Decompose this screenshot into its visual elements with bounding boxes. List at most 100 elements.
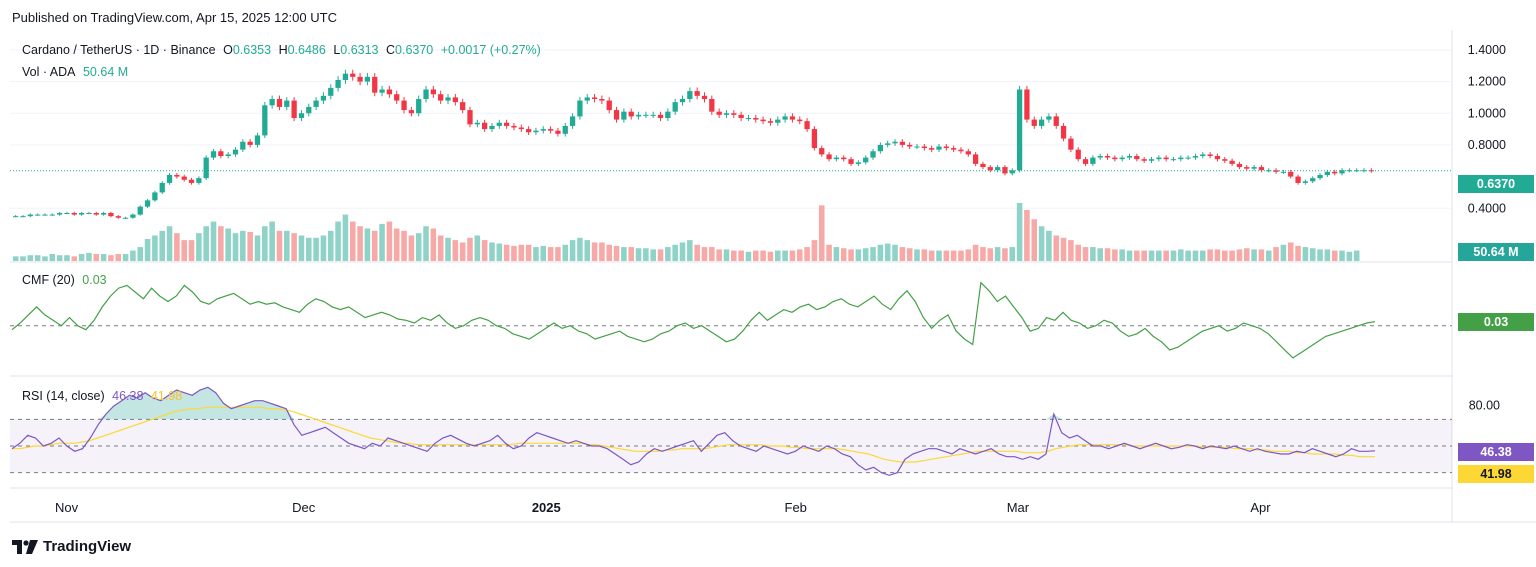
volume-bar [401, 230, 407, 261]
volume-bar [445, 237, 451, 261]
volume-bar [225, 228, 231, 261]
volume-bar [1016, 203, 1023, 261]
candle-body [130, 214, 136, 218]
candle-body [929, 148, 935, 150]
volume-bar [892, 244, 898, 261]
tradingview-logo[interactable]: TradingView [12, 538, 131, 555]
time-tick-label: Mar [1007, 500, 1030, 515]
candle-body [1104, 156, 1111, 158]
candle-body [1192, 156, 1199, 158]
volume-bar [1141, 250, 1147, 261]
candle-body [13, 216, 19, 218]
volume-bar [1082, 247, 1089, 261]
candle-body [1368, 170, 1374, 172]
volume-bar [1229, 250, 1235, 261]
candle-body [364, 76, 371, 82]
candle-body [394, 94, 400, 101]
candle-body [1229, 160, 1235, 164]
volume-bar [452, 240, 459, 261]
candle-body [1339, 170, 1345, 174]
candle-body [635, 114, 642, 117]
volume-bar [474, 235, 481, 261]
candle-body [313, 100, 319, 107]
volume-bar [950, 250, 957, 261]
rsi-ma-legend-value: 41.98 [150, 389, 183, 403]
candle-body [1119, 157, 1125, 160]
volume-bar [511, 245, 517, 261]
volume-bar [569, 240, 576, 261]
candle-body [386, 89, 393, 95]
candle-body [1302, 181, 1309, 183]
volume-bar [584, 240, 591, 261]
candle-body [1214, 156, 1221, 160]
candle-body [474, 122, 480, 125]
candle-body [408, 110, 415, 114]
volume-legend: Vol · ADA 50.64 M [22, 65, 132, 79]
candle-body [181, 176, 187, 180]
candle-body [1178, 157, 1184, 160]
volume-bar [78, 254, 85, 261]
candle-body [716, 111, 722, 115]
volume-bar [862, 248, 869, 261]
time-tick-label: Feb [785, 500, 807, 515]
candle-body [445, 97, 451, 101]
volume-bar [782, 250, 788, 261]
volume-bar [459, 242, 466, 261]
candle-body [533, 130, 539, 133]
volume-bar [276, 230, 283, 261]
volume-bar [599, 242, 605, 261]
candle-body [159, 182, 165, 193]
volume-bar [357, 226, 363, 261]
candle-body [694, 91, 700, 96]
candle-body [115, 216, 121, 218]
volume-bar [833, 247, 840, 261]
volume-bar [56, 255, 63, 261]
candle-body [819, 148, 825, 155]
candle-body [1068, 138, 1074, 150]
candle-body [643, 114, 649, 116]
last-volume-label: 50.64 M [1458, 243, 1534, 261]
candle-body [335, 80, 341, 88]
volume-bar [159, 230, 166, 261]
last-price-label: 0.6370 [1458, 175, 1534, 193]
candle-body [1310, 178, 1316, 182]
volume-bar [965, 249, 972, 261]
cmf-series-line [11, 281, 1376, 359]
candle-body [298, 113, 305, 118]
candle-body [269, 99, 275, 106]
volume-bar [921, 249, 928, 261]
volume-bar [1192, 250, 1199, 261]
volume-bar [958, 250, 964, 261]
volume-bar [371, 230, 378, 261]
candle-body [27, 214, 33, 217]
price-tick-label: 1.2000 [1468, 75, 1506, 89]
candle-body [467, 110, 473, 125]
candle-body [1295, 176, 1301, 183]
rsi-legend-value: 46.38 [112, 389, 144, 403]
candle-body [907, 144, 913, 147]
candle-body [1346, 170, 1352, 172]
volume-bar [181, 240, 187, 261]
volume-bar [1221, 250, 1228, 261]
candle-body [93, 213, 99, 215]
candle-body [723, 113, 730, 115]
candle-body [78, 213, 85, 215]
rsi-lines [11, 386, 1376, 476]
candle-body [1046, 116, 1052, 120]
candle-body [144, 200, 151, 207]
volume-bar [166, 226, 173, 261]
candle-body [1222, 159, 1228, 161]
volume-bar [1178, 249, 1184, 261]
candle-body [826, 154, 832, 160]
candle-body [797, 119, 803, 122]
volume-bar [196, 233, 202, 261]
candle-body [1082, 159, 1089, 164]
volume-bar [804, 247, 810, 261]
volume-bar [848, 249, 854, 261]
candle-body [877, 144, 884, 152]
candle-body [987, 167, 993, 171]
candle-body [1200, 154, 1206, 156]
volume-bar [1207, 249, 1213, 261]
volume-bar [1309, 248, 1316, 261]
